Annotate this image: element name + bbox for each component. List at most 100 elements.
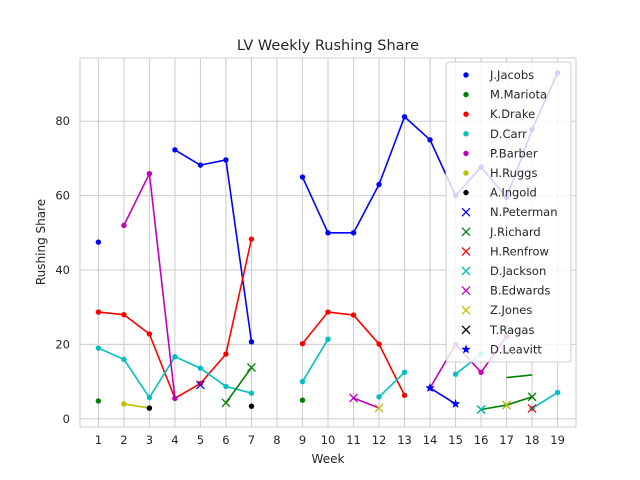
legend-box	[445, 61, 572, 363]
j-jacobs-line	[174, 149, 253, 342]
legend-label: H.Ruggs	[490, 166, 537, 180]
x-tick-label: 19	[550, 433, 565, 447]
j-jacobs-point	[197, 162, 204, 168]
x-tick-label: 8	[273, 433, 280, 447]
y-tick-label: 0	[63, 412, 70, 426]
x-tick-label: 6	[222, 433, 229, 447]
x-tick-label: 18	[525, 433, 540, 447]
x-tick-label: 2	[120, 433, 127, 447]
legend-label: P.Barber	[490, 146, 538, 160]
j-jacobs-point	[325, 230, 331, 236]
y-tick-label: 40	[55, 263, 70, 277]
n-peterman-point	[195, 380, 205, 390]
legend-marker	[463, 111, 469, 117]
j-richard-point	[527, 392, 537, 402]
a-ingold-point	[248, 403, 255, 409]
j-richard-point	[246, 363, 256, 372]
h-ruggs-line	[123, 403, 150, 409]
plot-area-border	[79, 57, 577, 428]
k-drake-point	[146, 331, 153, 337]
legend-marker	[463, 91, 469, 98]
x-tick-label: 11	[346, 433, 361, 447]
j-jacobs-point	[248, 339, 255, 345]
j-jacobs-point	[376, 181, 382, 188]
d-carr-point	[299, 378, 306, 385]
legend-marker	[461, 286, 471, 296]
j-jacobs-point	[172, 147, 178, 153]
x-tick-label: 4	[171, 433, 178, 447]
legend-label: B.Edwards	[490, 284, 550, 298]
p-barber-point	[146, 170, 153, 177]
legend-marker	[463, 72, 469, 78]
x-tick-label: 17	[499, 433, 514, 447]
d-carr-point	[146, 394, 153, 401]
extra-line	[353, 397, 380, 409]
legend-label: H.Renfrow	[490, 244, 549, 258]
x-tick-label: 5	[197, 433, 204, 447]
p-barber-point	[121, 222, 127, 229]
legend-label: D.Carr	[490, 127, 527, 141]
legend-marker	[461, 246, 471, 256]
legend-label: Z.Jones	[490, 303, 532, 317]
j-richard-point	[221, 398, 231, 408]
p-barber-point	[172, 395, 178, 402]
x-tick-label: 7	[248, 433, 255, 447]
k-drake-point	[299, 340, 306, 347]
b-edwards-point	[349, 393, 358, 403]
y-axis-label: Rushing Share	[34, 199, 48, 285]
y-tick-label: 80	[55, 114, 70, 128]
k-drake-point	[223, 351, 229, 357]
d-jackson-point	[476, 405, 486, 414]
j-jacobs-point	[95, 239, 102, 245]
x-axis-label: Week	[312, 452, 345, 466]
legend-label: J.Richard	[489, 225, 541, 239]
legend-marker	[461, 305, 471, 315]
j-jacobs-point	[223, 157, 229, 163]
k-drake-point	[95, 309, 102, 315]
d-carr-point	[197, 365, 204, 371]
k-drake-point	[325, 309, 331, 315]
legend-marker	[463, 189, 469, 196]
legend-label: D.Leavitt	[490, 342, 542, 356]
m-mariota-point	[95, 398, 102, 404]
x-tick-label: 15	[448, 433, 463, 447]
j-richard-line	[225, 367, 253, 404]
legend-marker	[463, 150, 469, 157]
x-tick-label: 9	[299, 433, 306, 447]
legend-label: A.Ingold	[490, 186, 537, 200]
p-barber-point	[478, 369, 484, 376]
d-carr-line	[378, 371, 406, 398]
d-leavitt-point	[425, 382, 435, 392]
a-ingold-point	[146, 405, 153, 411]
h-ruggs-point	[121, 401, 127, 407]
d-carr-point	[248, 390, 255, 396]
k-drake-point	[376, 341, 382, 347]
d-carr-point	[401, 369, 408, 376]
y-tick-label: 60	[55, 189, 70, 203]
d-leavitt-line	[429, 387, 456, 405]
d-carr-point	[121, 356, 127, 363]
legend-label: M.Mariota	[490, 88, 547, 102]
m-mariota-point	[299, 397, 306, 403]
legend-marker	[463, 170, 469, 176]
legend: J.Jacobs M.Mariota K.Drake D.Carr P.Barber H.…	[445, 61, 572, 363]
z-jones-point	[502, 400, 512, 410]
y-axis-ticks: 0 20 40 60 80	[55, 114, 70, 426]
j-jacobs-point	[401, 114, 408, 120]
x-tick-label: 14	[423, 433, 438, 447]
legend-label: D.Jackson	[490, 264, 546, 278]
legend-marker	[461, 207, 471, 217]
x-tick-label: 12	[372, 433, 387, 447]
h-renfrow-point	[527, 403, 537, 413]
d-carr-line	[531, 391, 559, 410]
d-carr-point	[376, 394, 382, 400]
d-carr-point	[223, 383, 229, 390]
x-tick-label: 16	[474, 433, 489, 447]
d-carr-point	[452, 371, 459, 377]
legend-marker	[461, 227, 471, 237]
x-tick-label: 1	[95, 433, 102, 447]
legend-label: J.Jacobs	[489, 68, 534, 82]
d-leavitt-point	[450, 398, 461, 408]
d-carr-line	[301, 338, 329, 383]
